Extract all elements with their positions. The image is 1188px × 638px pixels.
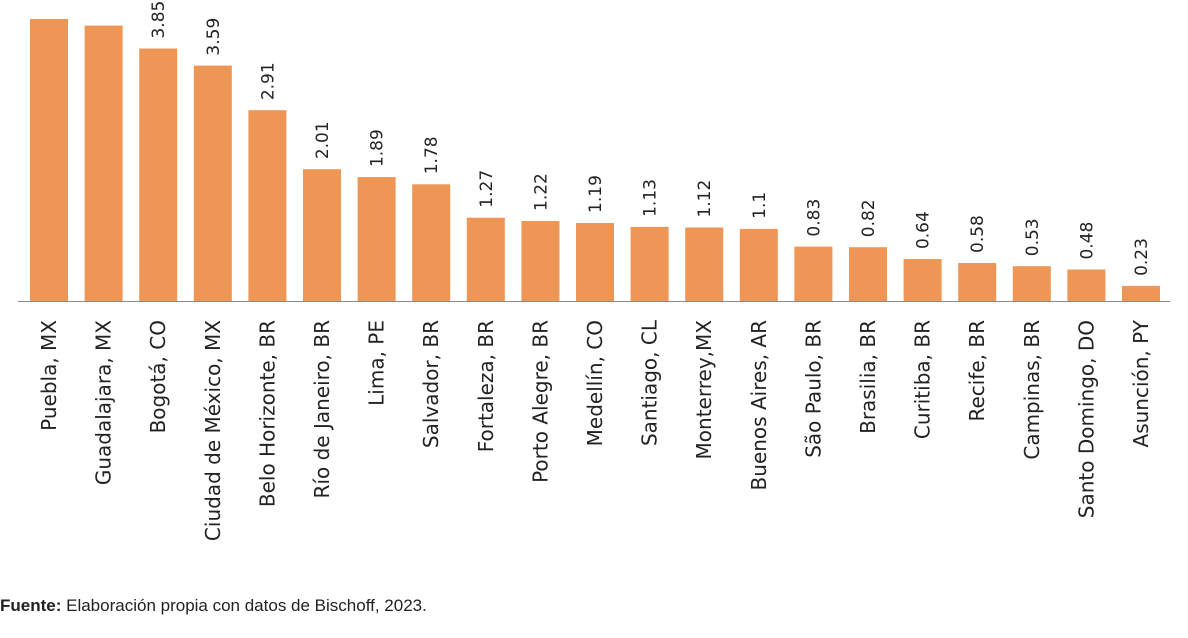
category-label-salvador-br: Salvador, BR [419, 320, 443, 448]
value-label-monterrey-mx: 1.12 [695, 180, 715, 218]
bar-bogota-co [139, 48, 178, 301]
bar-brasilia-br [849, 247, 887, 301]
value-label-bogota-co: 3.85 [149, 1, 169, 39]
bar-salvador-br [412, 184, 451, 301]
bar-medellin-co [576, 223, 614, 301]
value-label-brasilia-br: 0.82 [859, 199, 879, 237]
category-label-guadalajara-mx: Guadalajara, MX [92, 320, 116, 485]
bar-campinas-br [1012, 266, 1051, 301]
value-label-medellin-co: 1.19 [586, 175, 606, 213]
bar-belo-horizonte-br [248, 110, 287, 301]
bar-rio-de-janeiro-br [303, 169, 341, 301]
value-labels-group: 3.85 3.59 2.91 2.01 1.89 1.78 1.27 1.22 1.19 1.13… [149, 1, 1152, 276]
category-label-brasilia-br: Brasilia, BR [856, 320, 880, 434]
category-label-sao-paulo-br: São Paulo, BR [801, 320, 825, 458]
category-label-curitiba-br: Curitiba, BR [911, 320, 935, 439]
bar-puebla-mx [30, 19, 68, 301]
value-label-recife-br: 0.58 [968, 215, 988, 253]
bar-santiago-cl [630, 226, 669, 301]
value-label-curitiba-br: 0.64 [914, 211, 934, 249]
bar-santo-domingo-do [1067, 269, 1106, 301]
source-note: Fuente: Elaboración propia con datos de … [0, 596, 427, 616]
bars-group [30, 19, 1160, 301]
value-label-campinas-br: 0.53 [1023, 218, 1043, 256]
category-label-buenos-aires-ar: Buenos Aires, AR [747, 320, 771, 491]
category-label-lima-pe: Lima, PE [365, 320, 389, 406]
category-labels-group: Puebla, MX Guadalajara, MX Bogotá, CO Ciuda… [37, 319, 1153, 541]
bar-ciudad-de-mexico-mx [193, 65, 232, 301]
bar-sao-paulo-br [794, 246, 833, 301]
value-label-ciudad-de-mexico-mx: 3.59 [204, 18, 224, 56]
bar-porto-alegre-br [521, 221, 560, 301]
bar-asuncion-py [1122, 285, 1160, 301]
value-label-porto-alegre-br: 1.22 [531, 173, 551, 211]
category-label-porto-alegre-br: Porto Alegre, BR [528, 320, 552, 483]
value-label-belo-horizonte-br: 2.91 [258, 62, 278, 100]
category-label-belo-horizonte-br: Belo Horizonte, BR [255, 320, 279, 507]
category-label-puebla-mx: Puebla, MX [37, 320, 61, 431]
category-label-bogota-co: Bogotá, CO [146, 320, 170, 433]
category-label-santiago-cl: Santiago, CL [638, 319, 662, 446]
bar-chart: 3.85 3.59 2.91 2.01 1.89 1.78 1.27 1.22 1.19 1.13… [18, 1, 1170, 541]
value-label-rio-de-janeiro-br: 2.01 [313, 121, 333, 159]
category-label-fortaleza-br: Fortaleza, BR [474, 320, 498, 452]
bar-lima-pe [357, 177, 396, 301]
category-label-ciudad-de-mexico-mx: Ciudad de México, MX [201, 320, 225, 541]
bar-fortaleza-br [466, 217, 505, 301]
value-label-sao-paulo-br: 0.83 [804, 199, 824, 237]
value-label-buenos-aires-ar: 1.1 [750, 192, 770, 219]
category-label-recife-br: Recife, BR [965, 320, 989, 422]
bar-buenos-aires-ar [739, 228, 778, 301]
value-label-salvador-br: 1.78 [422, 136, 442, 174]
source-label: Fuente: [0, 596, 62, 615]
bar-curitiba-br [903, 259, 942, 301]
category-label-asuncion-py: Asunción, PY [1129, 319, 1153, 447]
bar-monterrey-mx [685, 227, 724, 301]
value-label-fortaleza-br: 1.27 [477, 170, 497, 208]
bar-guadalajara-mx [84, 25, 123, 301]
category-label-rio-de-janeiro-br: Río de Janeiro, BR [310, 320, 334, 499]
value-label-asuncion-py: 0.23 [1132, 238, 1152, 276]
category-label-santo-domingo-do: Santo Domingo, DO [1074, 320, 1098, 518]
value-label-lima-pe: 1.89 [368, 129, 388, 167]
bar-recife-br [958, 263, 997, 301]
category-label-campinas-br: Campinas, BR [1020, 320, 1044, 460]
category-label-medellin-co: Medellín, CO [583, 320, 607, 446]
value-label-santiago-cl: 1.13 [641, 179, 661, 217]
category-label-monterrey-mx: Monterrey,MX [692, 320, 716, 460]
value-label-santo-domingo-do: 0.48 [1077, 222, 1097, 260]
source-text: Elaboración propia con datos de Bischoff… [61, 596, 427, 615]
